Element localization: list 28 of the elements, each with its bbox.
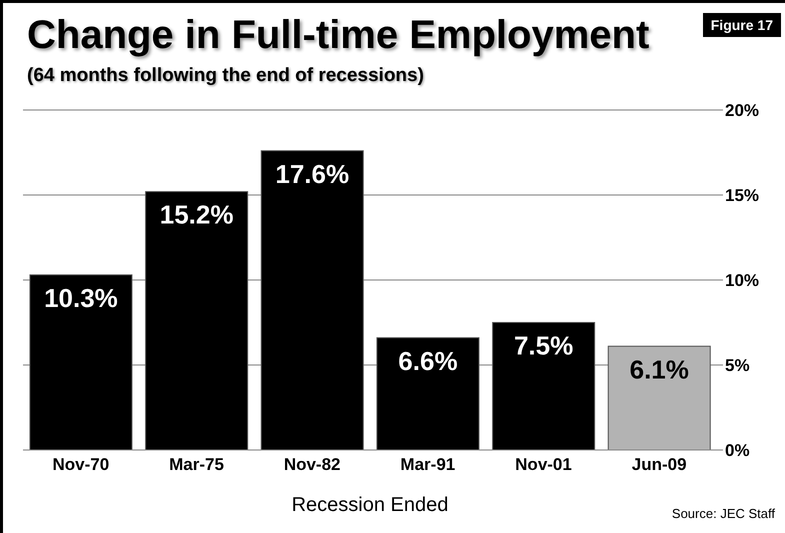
data-label: 6.1% [630, 354, 689, 384]
data-label: 7.5% [514, 330, 574, 360]
bar [260, 150, 364, 450]
x-axis-title: Recession Ended [292, 494, 448, 516]
data-label: 6.6% [398, 346, 458, 376]
x-tick-label: Nov-70 [52, 455, 110, 474]
caption: Figure 17 [702, 13, 781, 37]
bar [29, 274, 132, 450]
data-label: 17.6% [275, 158, 350, 189]
x-tick-label: Nov-82 [284, 455, 341, 474]
chart-subtitle: (64 months following the end of recessions) [27, 65, 424, 87]
x-tick-label: Mar-91 [400, 455, 456, 474]
source-note: Source: JEC Staff [672, 506, 775, 521]
data-label: 15.2% [160, 200, 234, 230]
x-tick-label: Nov-01 [515, 455, 572, 474]
bar [608, 346, 711, 450]
bar [145, 191, 248, 450]
x-tick-label: Mar-75 [169, 455, 224, 474]
y-tick-label: 20% [725, 101, 760, 120]
y-tick-label: 10% [725, 271, 760, 290]
y-tick-label: 0% [725, 441, 750, 460]
y-tick-label: 5% [725, 356, 750, 376]
chart-title: Change in Full-time Employment [27, 13, 650, 58]
bar [492, 322, 596, 450]
data-label: 10.3% [44, 282, 118, 313]
y-tick-label: 15% [725, 186, 760, 206]
bar [376, 337, 480, 450]
x-tick-label: Jun-09 [632, 455, 687, 474]
